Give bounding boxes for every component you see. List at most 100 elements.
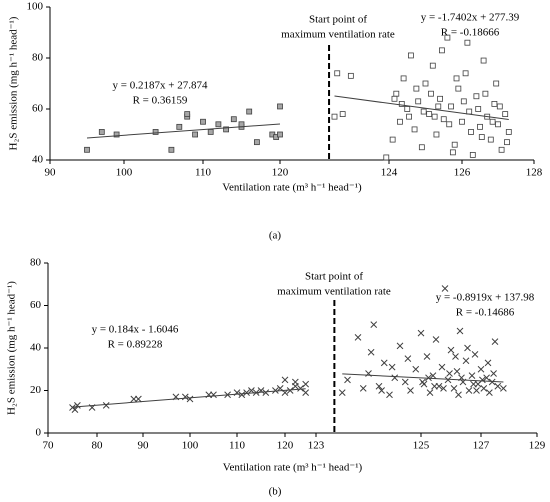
y-tick-label: 40 xyxy=(30,342,42,354)
point xyxy=(420,108,427,115)
point xyxy=(493,80,500,87)
point xyxy=(404,106,411,112)
point xyxy=(302,380,310,388)
point xyxy=(246,108,253,115)
point xyxy=(484,359,492,367)
point xyxy=(433,131,440,138)
point xyxy=(439,47,445,54)
x-tick-label: 110 xyxy=(229,440,246,452)
point-stroke xyxy=(470,380,477,388)
x-tick-label: 80 xyxy=(92,440,104,452)
point xyxy=(396,342,404,350)
point-stroke xyxy=(388,363,396,371)
point xyxy=(453,75,460,82)
trend-equation: y = 0.2187x + 27.874 xyxy=(113,80,208,92)
trendline xyxy=(86,123,281,139)
point xyxy=(331,113,338,120)
point-stroke xyxy=(453,368,461,375)
point-stroke xyxy=(367,348,375,356)
trend-r: R = 0.89228 xyxy=(108,339,163,351)
point-stroke xyxy=(396,342,404,350)
annotation: maximum ventilation rate xyxy=(277,286,391,298)
point-stroke xyxy=(465,387,473,394)
x-tick-label: 128 xyxy=(526,167,543,179)
point xyxy=(339,111,346,117)
point xyxy=(428,90,434,97)
point-stroke xyxy=(473,387,480,394)
annotation: maximum ventilation rate xyxy=(281,29,395,41)
point-stroke xyxy=(447,346,455,354)
point-stroke xyxy=(464,344,471,352)
x-tick-label: 70 xyxy=(43,440,55,452)
point xyxy=(302,389,310,396)
point xyxy=(449,149,456,156)
point-stroke xyxy=(359,385,367,392)
point xyxy=(102,402,110,409)
point xyxy=(459,118,465,125)
point-stroke xyxy=(440,385,447,392)
point-stroke xyxy=(286,387,294,394)
point xyxy=(291,378,299,386)
point-stroke xyxy=(302,389,310,396)
point xyxy=(483,374,490,382)
point xyxy=(386,391,393,399)
point xyxy=(238,121,245,128)
point xyxy=(473,387,480,394)
point-stroke xyxy=(471,351,479,358)
point xyxy=(453,368,461,375)
x-tick-label: 125 xyxy=(413,440,430,452)
annotation: Start point of xyxy=(309,14,367,26)
point-stroke xyxy=(484,359,492,367)
point xyxy=(186,395,194,403)
trendline xyxy=(72,388,306,408)
y-axis-label: H₂S emission (mg h⁻¹ head⁻¹) xyxy=(8,16,20,150)
point xyxy=(168,146,175,153)
point-stroke xyxy=(444,376,452,384)
point-stroke xyxy=(272,387,279,394)
point xyxy=(277,131,283,138)
point xyxy=(426,389,434,396)
point-stroke xyxy=(490,370,497,377)
point-stroke xyxy=(238,391,246,399)
point-stroke xyxy=(378,387,385,394)
point-stroke xyxy=(262,389,270,396)
point xyxy=(411,126,418,133)
point xyxy=(84,146,90,153)
point-stroke xyxy=(500,385,507,392)
point-stroke xyxy=(243,389,250,396)
point-stroke xyxy=(477,365,485,373)
point xyxy=(401,378,409,386)
trendline xyxy=(342,373,504,383)
point xyxy=(464,39,471,46)
point xyxy=(468,372,476,379)
point-stroke xyxy=(426,389,434,396)
y-tick-label: 60 xyxy=(32,103,44,115)
point xyxy=(281,376,289,384)
point xyxy=(223,126,230,133)
annotation: Start point of xyxy=(305,271,363,283)
point xyxy=(490,370,497,377)
point xyxy=(135,395,142,403)
x-tick-label: 100 xyxy=(116,167,133,179)
point-stroke xyxy=(462,357,470,365)
point-stroke xyxy=(248,387,255,394)
point-stroke xyxy=(452,353,459,360)
point xyxy=(447,346,455,354)
point xyxy=(370,321,378,328)
point xyxy=(388,363,396,371)
point-stroke xyxy=(450,385,458,392)
point xyxy=(504,139,510,146)
point xyxy=(486,389,493,396)
point-stroke xyxy=(386,391,393,399)
point xyxy=(359,385,367,392)
point xyxy=(344,376,351,384)
point xyxy=(502,111,509,117)
point xyxy=(210,391,217,399)
point xyxy=(286,387,294,394)
trendline xyxy=(334,95,509,121)
point-stroke xyxy=(407,387,414,394)
point-stroke xyxy=(375,382,383,390)
x-tick-label: 127 xyxy=(473,440,490,452)
point-stroke xyxy=(429,372,437,379)
point-stroke xyxy=(391,374,399,382)
